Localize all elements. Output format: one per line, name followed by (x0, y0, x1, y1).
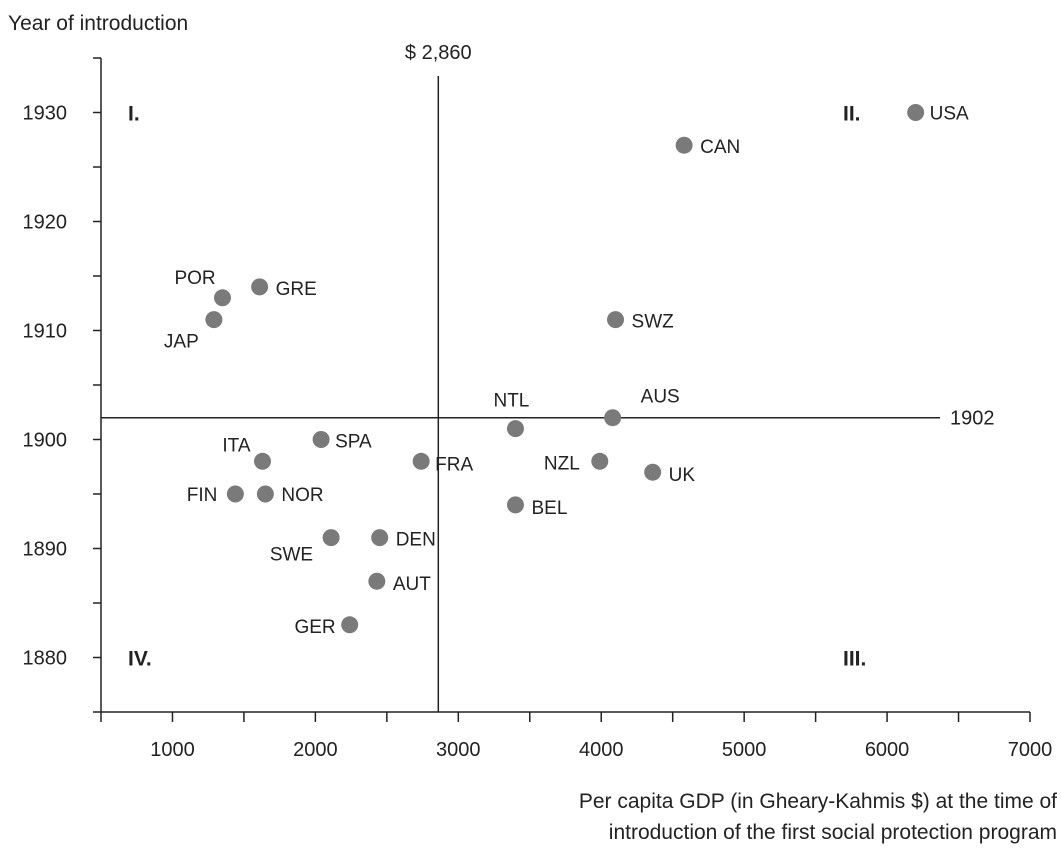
x-tick-label: 4000 (579, 739, 624, 761)
quadrant-label: IV. (128, 648, 152, 671)
data-point-bel (506, 496, 524, 514)
point-label-aus: AUS (641, 387, 680, 408)
data-point-nor (256, 485, 274, 503)
point-label-usa: USA (930, 104, 969, 125)
data-point-por (213, 289, 231, 307)
data-point-swz (607, 311, 625, 329)
y-tick-label: 1920 (23, 212, 68, 234)
data-point-gre (251, 278, 269, 296)
point-label-por: POR (174, 268, 215, 289)
data-point-fin (226, 485, 244, 503)
x-tick-label: 2000 (293, 739, 338, 761)
quadrant-labels: I. II. III. IV. (128, 103, 866, 671)
x-tick-label: 5000 (722, 739, 767, 761)
data-point-can (675, 136, 693, 154)
point-label-spa: SPA (335, 432, 372, 453)
x-axis-title-line2: introduction of the first social protect… (608, 821, 1057, 844)
x-tick-label: 3000 (436, 739, 481, 761)
point-label-can: CAN (700, 137, 740, 158)
point-label-ger: GER (294, 617, 335, 638)
point-label-jap: JAP (164, 332, 199, 353)
y-tick-label: 1910 (23, 321, 68, 343)
point-label-aut: AUT (393, 574, 431, 595)
data-point-ntl (506, 420, 524, 438)
axes: 1000 2000 3000 4000 5000 6000 7000 1880 1890 1900… (23, 57, 1053, 761)
reference-lines: $ 2,860 1902 (101, 42, 995, 712)
point-label-swe: SWE (270, 545, 313, 566)
data-point-spa (312, 431, 330, 448)
data-point-nzl (591, 452, 609, 470)
data-point-den (371, 529, 389, 547)
x-tick-label: 6000 (865, 739, 910, 761)
data-point-fra (412, 452, 430, 470)
data-point-aut (368, 572, 386, 590)
quadrant-label: II. (843, 103, 861, 126)
point-label-ita: ITA (222, 435, 250, 456)
data-point-jap (205, 311, 223, 329)
y-tick-label: 1930 (23, 103, 68, 125)
point-label-fra: FRA (435, 454, 473, 475)
y-tick-label: 1900 (23, 430, 68, 452)
data-point-usa (907, 104, 925, 121)
y-tick-label: 1890 (23, 539, 68, 561)
data-points: USA CAN SWZ AUS NTL NZL UK BEL FRA SPA ITA FIN NOR SW… (164, 104, 969, 638)
y-axis-title: Year of introduction (8, 12, 189, 35)
x-tick-label: 1000 (150, 739, 195, 761)
point-label-uk: UK (669, 465, 696, 486)
quadrant-label: III. (843, 648, 866, 671)
data-point-ger (341, 616, 359, 634)
point-label-swz: SWZ (632, 312, 675, 333)
y-tick-label: 1880 (23, 648, 68, 670)
data-point-swe (322, 529, 340, 547)
data-point-uk (644, 463, 662, 481)
point-label-bel: BEL (531, 498, 567, 519)
reference-label-vertical: $ 2,860 (405, 42, 472, 64)
reference-label-horizontal: 1902 (950, 408, 995, 430)
point-label-nzl: NZL (544, 453, 580, 474)
quadrant-label: I. (128, 103, 140, 126)
point-label-den: DEN (396, 530, 436, 551)
point-label-fin: FIN (187, 485, 218, 506)
point-label-ntl: NTL (493, 391, 529, 412)
x-axis-title: Per capita GDP (in Gheary-Kahmis $) at t… (579, 786, 1057, 848)
point-label-nor: NOR (281, 485, 323, 506)
x-axis-title-line1: Per capita GDP (in Gheary-Kahmis $) at t… (578, 790, 1057, 813)
data-point-aus (604, 409, 622, 427)
point-label-gre: GRE (276, 279, 317, 300)
data-point-ita (254, 452, 272, 470)
x-tick-label: 7000 (1008, 739, 1053, 761)
